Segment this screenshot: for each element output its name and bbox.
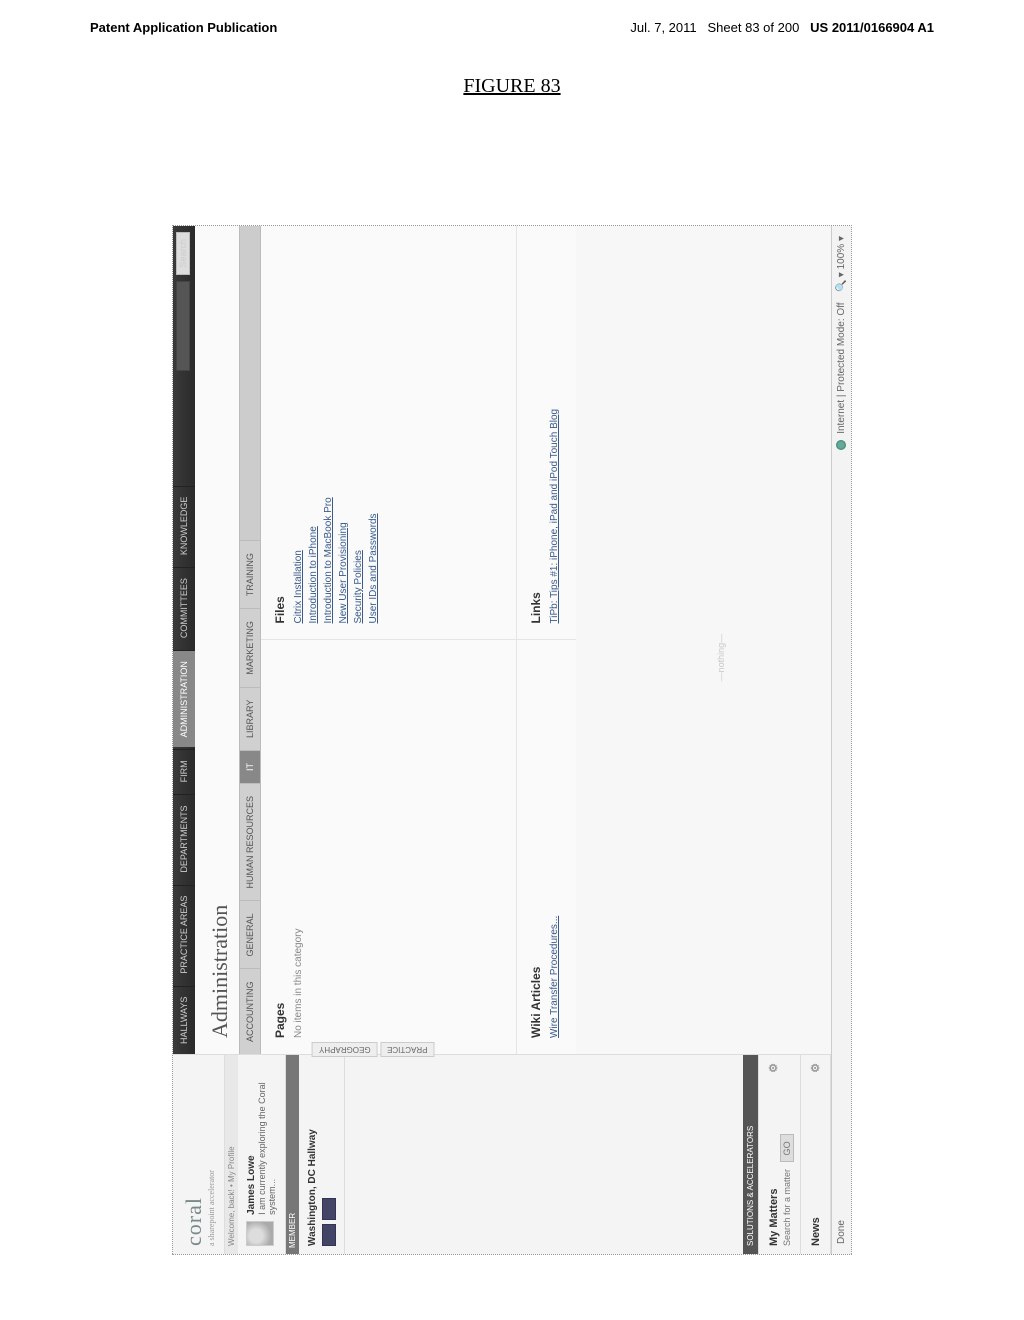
search-box: Search: [173, 226, 195, 377]
nav-knowledge[interactable]: KNOWLEDGE: [173, 486, 195, 566]
pages-empty: No items in this category: [293, 657, 304, 1039]
rotated-screenshot: coral a sharepoint accelerator Welcome, …: [172, 225, 852, 1255]
faint-text: —nothing—: [716, 634, 726, 682]
status-left: Done: [836, 1220, 847, 1244]
gear-icon[interactable]: ⚙: [767, 1063, 780, 1073]
flag-icon: [322, 1198, 336, 1220]
page-title: Administration: [195, 226, 239, 1054]
pages-panel: Pages No items in this category: [261, 640, 516, 1055]
top-nav: HALLWAYS PRACTICE AREAS DEPARTMENTS FIRM…: [173, 226, 195, 1054]
user-status: I am currently exploring the Coral syste…: [257, 1063, 277, 1215]
status-protected: Internet | Protected Mode: Off: [836, 302, 847, 449]
subtab-general[interactable]: GENERAL: [240, 900, 260, 968]
app-window: coral a sharepoint accelerator Welcome, …: [172, 225, 852, 1255]
main-area: HALLWAYS PRACTICE AREAS DEPARTMENTS FIRM…: [173, 226, 831, 1054]
file-link[interactable]: Introduction to MacBook Pro: [323, 242, 334, 624]
user-name: James Lowe: [246, 1063, 257, 1215]
go-button[interactable]: GO: [780, 1134, 794, 1162]
search-button[interactable]: Search: [176, 232, 190, 275]
links-panel: Links TiPb: Tips #1: iPhone, iPad and iP…: [517, 226, 576, 640]
subtab-library[interactable]: LIBRARY: [240, 687, 260, 750]
subtab-marketing[interactable]: MARKETING: [240, 608, 260, 687]
search-input[interactable]: [176, 281, 190, 371]
files-heading: Files: [273, 242, 287, 624]
avatar: [246, 1221, 274, 1246]
flag-icon: [322, 1224, 336, 1246]
nav-hallways[interactable]: HALLWAYS: [173, 986, 195, 1054]
wiki-heading: Wiki Articles: [529, 657, 543, 1039]
file-link[interactable]: Security Policies: [353, 242, 364, 624]
sub-tabs: ACCOUNTING GENERAL HUMAN RESOURCES IT LI…: [239, 226, 261, 1054]
sidebar: coral a sharepoint accelerator Welcome, …: [173, 1054, 831, 1254]
wiki-panel: Wiki Articles Wire Transfer Procedures..…: [517, 640, 576, 1055]
nav-departments[interactable]: DEPARTMENTS: [173, 794, 195, 882]
file-link[interactable]: New User Provisioning: [338, 242, 349, 624]
status-zoom[interactable]: 🔍 ▾ 100% ▾: [836, 236, 847, 292]
welcome-bar: Welcome, back! • My Profile: [225, 1055, 238, 1254]
matters-sub: Search for a matter: [782, 1169, 792, 1246]
links-heading: Links: [529, 242, 543, 624]
pub-meta: Jul. 7, 2011 Sheet 83 of 200 US 2011/016…: [630, 20, 934, 35]
member-badge: MEMBER: [286, 1055, 299, 1254]
globe-icon: [836, 440, 846, 450]
subtab-training[interactable]: TRAINING: [240, 540, 260, 608]
nav-practice[interactable]: PRACTICE AREAS: [173, 885, 195, 984]
flag-row: [322, 1063, 336, 1246]
subtab-accounting[interactable]: ACCOUNTING: [240, 969, 260, 1055]
status-bar: Done Internet | Protected Mode: Off 🔍 ▾ …: [831, 226, 851, 1254]
content-row-2: Wiki Articles Wire Transfer Procedures..…: [516, 226, 576, 1054]
news-title: News: [810, 1217, 822, 1246]
pages-heading: Pages: [273, 657, 287, 1039]
file-link[interactable]: User IDs and Passwords: [368, 242, 379, 624]
figure-title: FIGURE 83: [0, 75, 1024, 98]
my-matters-title: My Matters: [768, 1189, 780, 1246]
ext-link[interactable]: TiPb: Tips #1: iPhone, iPad and iPod Tou…: [549, 242, 560, 624]
vtab-practice[interactable]: PRACTICE: [380, 1042, 434, 1057]
news-widget: News ⚙: [801, 1055, 831, 1254]
files-panel: Files Citrix Installation Introduction t…: [261, 226, 516, 640]
wiki-link[interactable]: Wire Transfer Procedures...: [549, 657, 560, 1039]
vtab-geography[interactable]: GEOGRAPHY: [312, 1042, 378, 1057]
nav-firm[interactable]: FIRM: [173, 749, 195, 792]
solutions-bar: SOLUTIONS & ACCELERATORS: [743, 1055, 759, 1254]
hallway-section: Washington, DC Hallway: [299, 1055, 345, 1254]
my-matters-widget: My Matters ⚙ Search for a matter GO: [759, 1055, 801, 1254]
nav-committees[interactable]: COMMITTEES: [173, 567, 195, 648]
empty-lower-area: —nothing—: [576, 226, 831, 1054]
nav-administration[interactable]: ADMINISTRATION: [173, 650, 195, 747]
logo: coral a sharepoint accelerator: [173, 1055, 225, 1254]
content-row-1: Pages No items in this category Files Ci…: [261, 226, 516, 1054]
file-link[interactable]: Citrix Installation: [293, 242, 304, 624]
user-card: James Lowe I am currently exploring the …: [238, 1055, 286, 1254]
subtab-it[interactable]: IT: [240, 750, 260, 783]
gear-icon[interactable]: ⚙: [809, 1063, 822, 1073]
hallway-title: Washington, DC Hallway: [307, 1063, 318, 1246]
patent-header: Patent Application Publication Jul. 7, 2…: [0, 0, 1024, 45]
pub-label: Patent Application Publication: [90, 20, 277, 35]
vertical-tabs: GEOGRAPHY PRACTICE: [312, 1042, 436, 1057]
file-link[interactable]: Introduction to iPhone: [308, 242, 319, 624]
subtab-hr[interactable]: HUMAN RESOURCES: [240, 783, 260, 901]
